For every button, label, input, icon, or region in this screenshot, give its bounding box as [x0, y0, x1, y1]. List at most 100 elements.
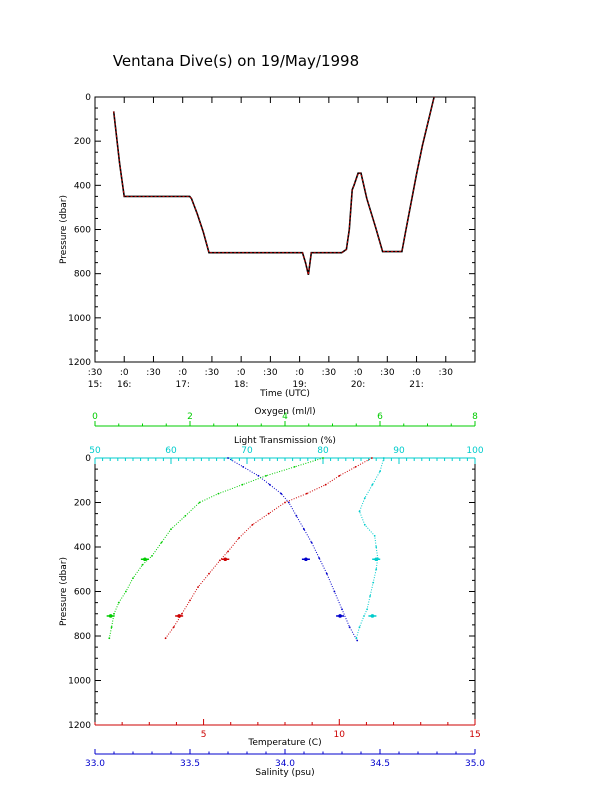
oxygen-point — [184, 515, 187, 517]
top-pressure-tick-label: 1000 — [68, 314, 91, 324]
light-transmission-point — [371, 483, 374, 486]
light-transmission-point — [363, 497, 366, 499]
profile-pressure-tick-label: 800 — [74, 632, 91, 642]
light-transmission-point — [379, 470, 381, 473]
top-pressure-tick-label: 1200 — [68, 358, 91, 368]
oxygen-point — [141, 563, 144, 566]
oxygen-point — [265, 474, 267, 477]
time-tick-label: :30 — [322, 368, 337, 378]
profile-pressure-tick-label: 600 — [74, 588, 91, 598]
light-tick-label: 80 — [317, 446, 329, 456]
oxygen-tick-label: 2 — [187, 412, 193, 422]
hour-label: 18: — [234, 380, 248, 390]
light-transmission-point — [375, 546, 378, 548]
bottom-pressure-axis-label: Pressure (dbar) — [59, 557, 69, 626]
oxygen-point — [132, 577, 134, 579]
profile-pressure-tick-label: 0 — [85, 454, 91, 464]
temperature-point — [251, 523, 254, 526]
salinity-point — [356, 639, 359, 642]
top-pressure-tick-label: 0 — [85, 93, 91, 103]
salinity-axis-label: Salinity (psu) — [255, 768, 314, 778]
salinity-point — [295, 515, 298, 517]
salinity-marker-dot — [304, 557, 308, 562]
figure-title: Ventana Dive(s) on 19/May/1998 — [113, 52, 359, 70]
salinity-point — [280, 492, 283, 495]
oxygen-point — [117, 601, 120, 604]
time-tick-label: :0 — [178, 368, 187, 378]
hour-label: 19: — [292, 380, 306, 390]
dive-trace-panel: 020040060080010001200:30:0:30:0:30:0:30:… — [59, 93, 476, 399]
oxygen-point — [151, 555, 153, 557]
light-transmission-point — [363, 523, 366, 526]
temperature-point — [338, 474, 341, 477]
time-tick-label: :0 — [295, 368, 304, 378]
oxygen-tick-label: 8 — [472, 412, 478, 422]
time-tick-label: :30 — [205, 368, 220, 378]
salinity-tick-label: 34.5 — [370, 759, 390, 769]
dive-trace-line — [112, 96, 435, 275]
salinity-profile-line — [227, 457, 358, 641]
temperature-point — [172, 626, 175, 628]
time-tick-label: :30 — [439, 368, 454, 378]
temperature-point — [305, 492, 308, 495]
profile-pressure-tick-label: 200 — [74, 499, 91, 509]
salinity-point — [242, 466, 245, 468]
oxygen-profile-line — [108, 457, 324, 639]
hour-label: 17: — [175, 380, 189, 390]
oxygen-tick-label: 6 — [377, 412, 383, 422]
salinity-point — [268, 483, 271, 486]
top-pressure-tick-label: 800 — [74, 270, 91, 280]
temperature-point — [164, 637, 167, 640]
light-transmission-point — [355, 637, 358, 640]
hour-label: 20: — [351, 380, 365, 390]
temperature-point — [284, 501, 286, 504]
light-transmission-point — [363, 615, 365, 617]
temperature-axis-label: Temperature (C) — [247, 738, 321, 748]
temperature-point — [371, 457, 373, 459]
profile-pressure-tick-label: 1200 — [68, 721, 91, 731]
time-tick-label: :0 — [354, 368, 363, 378]
dive-trace-lines — [112, 96, 435, 275]
oxygen-axis-label: Oxygen (ml/l) — [254, 407, 315, 417]
profile-panel: 0 200 400 600 800 1000 1200 0 2 4 6 8 50 60 70 80 90 100 5… — [59, 407, 485, 778]
light-transmission-axis-label: Light Transmission (%) — [234, 436, 336, 446]
salinity-point — [333, 590, 336, 593]
oxygen-point — [108, 637, 111, 640]
time-tick-label: :30 — [88, 368, 103, 378]
temperature-profile-line — [165, 457, 373, 639]
temperature-point — [354, 466, 357, 468]
oxygen-point — [198, 501, 201, 504]
oxygen-point — [322, 457, 324, 459]
oxygen-marker-dot — [108, 614, 113, 618]
temperature-tick-label: 10 — [334, 730, 346, 740]
oxygen-marker-dot — [143, 557, 147, 562]
temperature-marker-dot — [177, 614, 181, 618]
light-tick-label: 100 — [466, 446, 483, 456]
temperature-point — [267, 512, 270, 515]
oxygen-point — [170, 528, 172, 531]
salinity-point — [348, 626, 351, 628]
time-tick-label: :0 — [412, 368, 421, 378]
time-tick-label: :30 — [146, 368, 161, 378]
time-tick-label: :0 — [120, 368, 129, 378]
time-tick-label: :30 — [380, 368, 395, 378]
temperature-point — [227, 550, 229, 553]
temperature-point — [189, 599, 191, 602]
salinity-tick-label: 34.0 — [275, 759, 295, 769]
salinity-point — [287, 501, 290, 504]
salinity-point — [303, 528, 305, 531]
profile-pressure-tick-label: 1000 — [68, 677, 91, 687]
profile-pressure-tick-label: 400 — [74, 543, 91, 553]
oxygen-point — [217, 492, 220, 495]
light-transmission-point — [369, 595, 371, 597]
temperature-tick-label: 15 — [469, 730, 480, 740]
oxygen-point — [241, 483, 244, 486]
oxygen-point — [293, 466, 296, 468]
temperature-point — [208, 572, 210, 575]
oxygen-point — [160, 541, 163, 544]
salinity-point — [325, 572, 328, 575]
temperature-point — [219, 559, 221, 562]
top-pressure-tick-label: 200 — [74, 137, 91, 147]
light-tick-label: 50 — [89, 446, 101, 456]
